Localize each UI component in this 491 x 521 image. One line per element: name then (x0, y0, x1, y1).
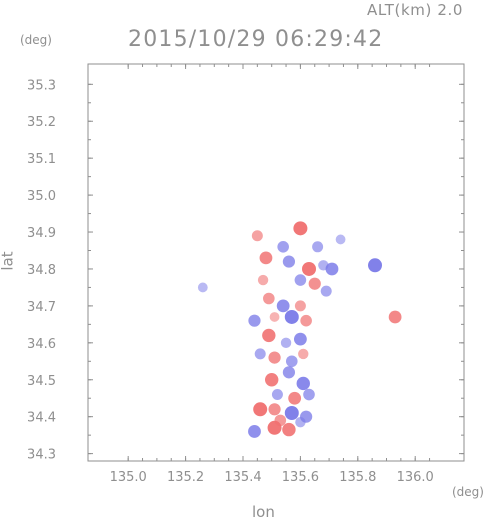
data-point (284, 309, 299, 324)
data-point (282, 422, 296, 437)
y-tick-label: 34.5 (27, 374, 56, 389)
data-point (271, 389, 283, 401)
data-point (288, 391, 302, 405)
data-point (282, 255, 296, 268)
data-point (294, 300, 306, 312)
data-point (320, 285, 332, 297)
x-tick-label: 135.6 (282, 470, 319, 485)
data-point (280, 337, 292, 349)
x-tick-label: 135.0 (110, 470, 147, 485)
y-tick-label: 35.0 (27, 189, 56, 204)
data-point (262, 328, 276, 343)
axes: 135.0 135.2 135.4 135.6 135.8 136.0 34.3 34.4 34… (27, 63, 465, 485)
data-point (300, 314, 312, 327)
x-tick-label: 136.0 (397, 470, 434, 485)
data-point (325, 262, 339, 276)
plot-frame (87, 63, 465, 462)
data-point (264, 373, 279, 387)
chart-title: 2015/10/29 06:29:42 (128, 27, 384, 52)
data-point (308, 277, 321, 290)
data-point (282, 366, 296, 379)
x-tick-label: 135.4 (224, 470, 261, 485)
data-point (296, 376, 310, 391)
altitude-label: ALT(km) 2.0 (367, 1, 463, 19)
y-tick-label: 35.1 (27, 152, 56, 167)
data-point (248, 425, 261, 438)
data-point (268, 351, 281, 364)
data-point (368, 258, 383, 273)
data-point (254, 348, 266, 360)
data-point (293, 332, 307, 346)
data-point (277, 241, 289, 253)
data-point (267, 420, 282, 435)
y-tick-label: 34.6 (27, 337, 56, 352)
data-point (257, 274, 269, 286)
data-point (276, 299, 290, 313)
data-point (285, 355, 298, 368)
data-point (197, 282, 208, 293)
data-point (388, 310, 402, 324)
y-axis-label: lat (0, 251, 17, 271)
data-point (303, 388, 315, 401)
data-point (294, 274, 307, 286)
x-axis-unit: (deg) (452, 485, 484, 499)
data-point (263, 292, 275, 305)
x-tick-label: 135.2 (167, 470, 204, 485)
data-point (253, 402, 268, 417)
y-tick-label: 34.3 (27, 448, 56, 463)
data-point (335, 234, 346, 245)
y-tick-label: 34.9 (27, 226, 56, 241)
data-point (293, 221, 308, 236)
y-tick-label: 34.8 (27, 263, 56, 278)
data-point (298, 348, 309, 360)
data-point (248, 314, 261, 327)
data-point (269, 312, 280, 322)
data-point (268, 403, 281, 416)
data-point (251, 230, 263, 242)
data-marks (197, 221, 402, 438)
x-axis-label: lon (252, 503, 275, 521)
data-point (312, 241, 324, 253)
data-point (284, 405, 299, 420)
data-point (302, 261, 317, 276)
y-tick-label: 35.3 (27, 78, 56, 93)
y-tick-label: 34.4 (27, 411, 56, 426)
x-tick-label: 135.8 (339, 470, 376, 485)
y-tick-label: 34.7 (27, 300, 56, 315)
data-point (259, 251, 273, 265)
data-point (295, 417, 306, 428)
y-tick-label: 35.2 (27, 115, 56, 130)
y-axis-unit: (deg) (20, 33, 52, 47)
